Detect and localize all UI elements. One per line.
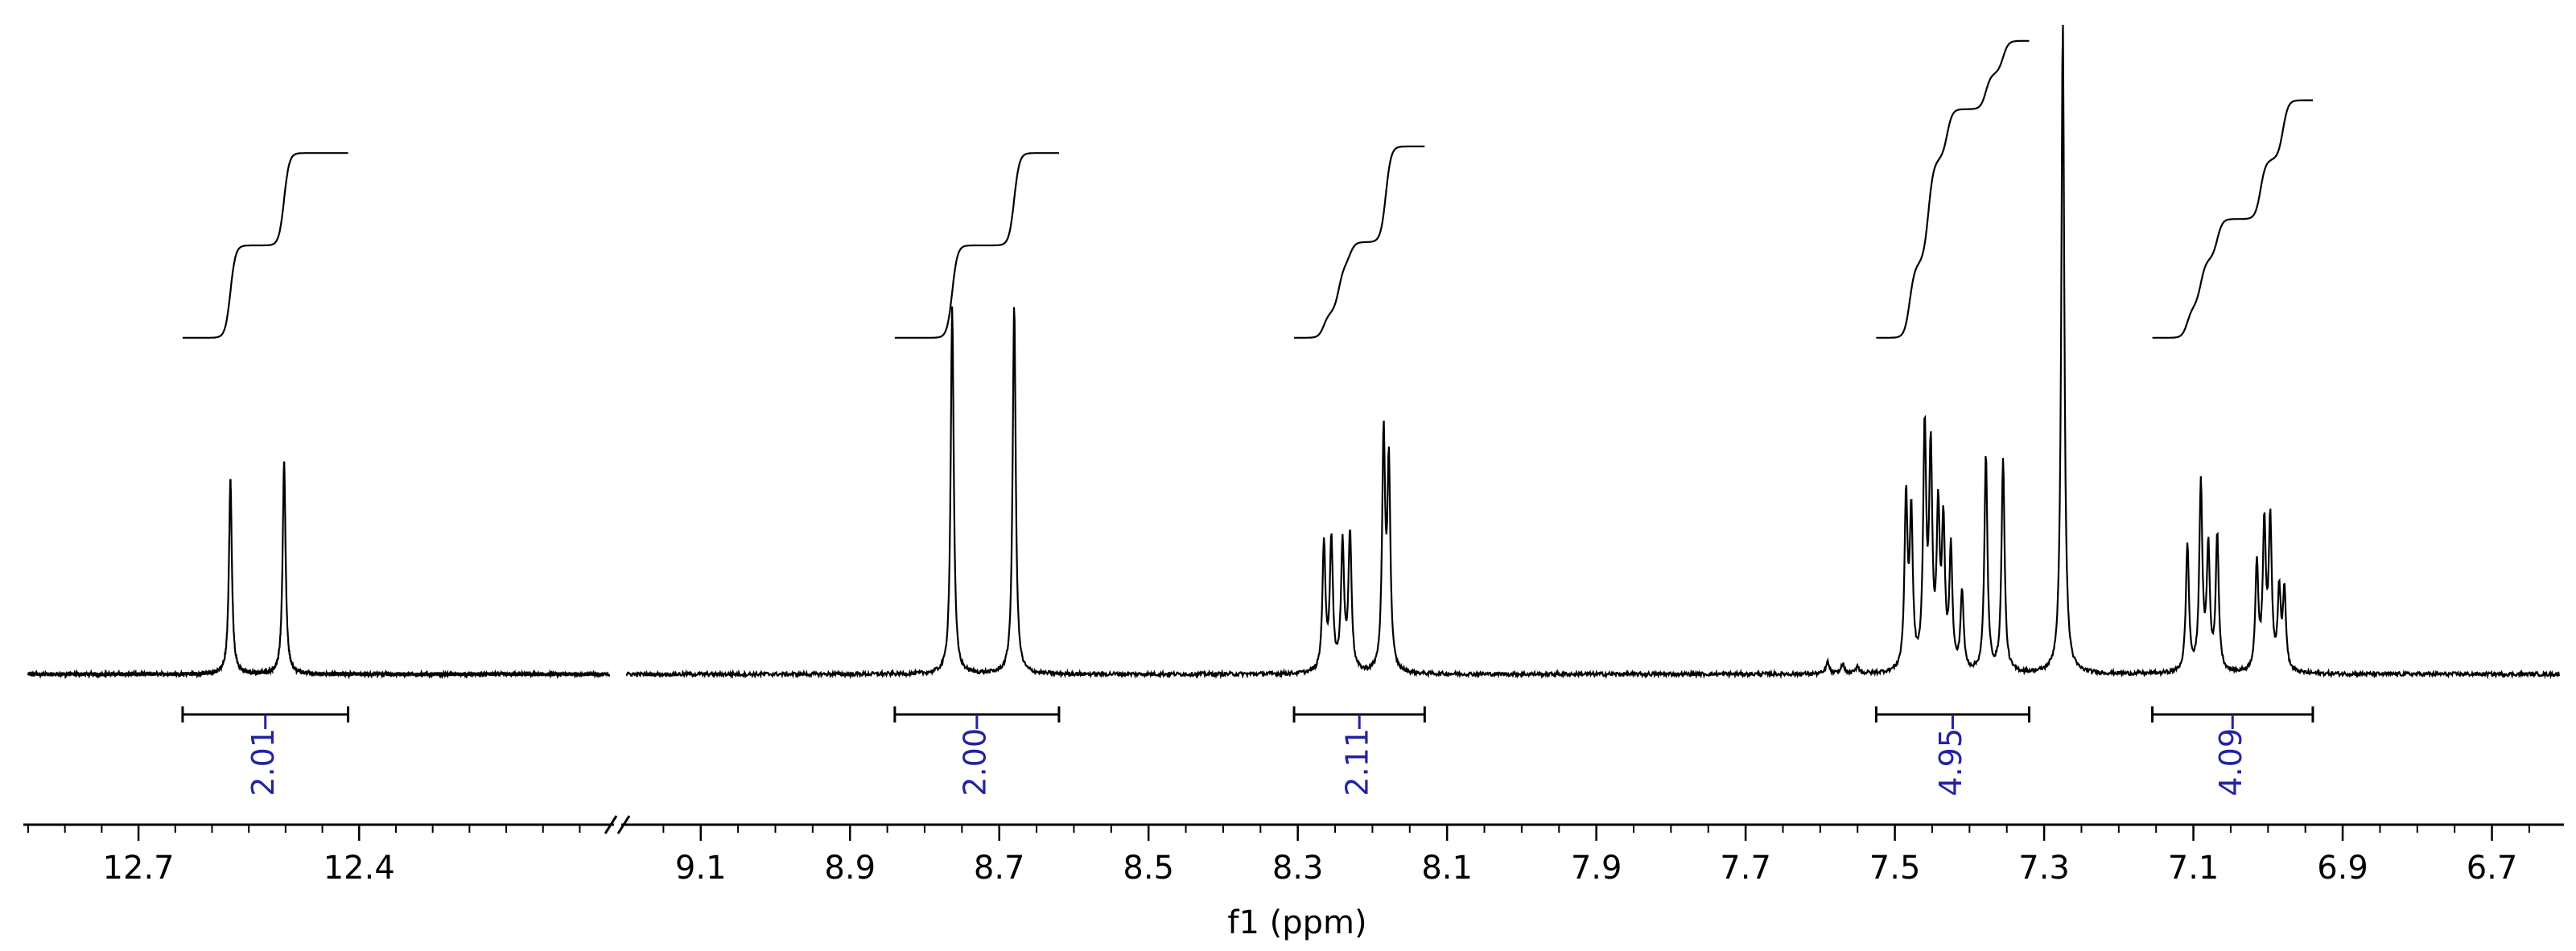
integral-value-label: 2.01 [245, 728, 281, 797]
integral-value-label: 4.09 [2213, 728, 2248, 797]
x-axis-tick-label: 7.7 [1720, 850, 1771, 887]
integral-curve [894, 152, 1059, 339]
x-axis-tick-label: 7.1 [2168, 850, 2219, 887]
integral-value-label: 2.00 [957, 728, 992, 797]
x-axis-title: f1 (ppm) [1227, 904, 1366, 941]
x-axis-tick-label: 8.1 [1421, 850, 1473, 887]
x-axis-tick-label: 7.5 [1869, 850, 1921, 887]
x-axis-tick-label: 6.9 [2317, 850, 2368, 887]
x-axis-tick-label: 8.7 [974, 850, 1025, 887]
x-axis-tick-label: 8.5 [1123, 850, 1174, 887]
x-axis-tick-label: 12.4 [324, 850, 395, 887]
x-axis-tick-label: 7.3 [2018, 850, 2070, 887]
x-axis-tick-label: 7.9 [1571, 850, 1622, 887]
integral-curve [182, 152, 348, 339]
spectrum-trace-segment-2 [625, 24, 2561, 680]
axis-break-mark [604, 815, 618, 834]
x-axis-tick-label: 8.9 [824, 850, 876, 887]
x-axis: 12.7 12.4 9.1 8.9 8.7 8.5 8.3 8.1 7.9 7.7 7.5 7.3 7.… [23, 815, 2564, 887]
x-axis-tick-label: 8.3 [1272, 850, 1324, 887]
spectrum-trace-segment-1 [27, 461, 611, 680]
integral-value-label: 2.11 [1340, 728, 1375, 797]
axis-break-mark [616, 815, 631, 834]
integral-value-label: 4.95 [1933, 728, 1968, 797]
spectrum-layer [27, 24, 2561, 680]
x-axis-tick-label: 9.1 [675, 850, 727, 887]
integral-curve [1876, 39, 2030, 339]
integral-curve [1294, 145, 1425, 339]
integral-layer: 2.01 2.00 2.11 4.95 4.09 [181, 39, 2314, 797]
x-axis-tick-label: 6.7 [2467, 850, 2518, 887]
integral-curve [2152, 99, 2313, 339]
x-axis-tick-label: 12.7 [103, 850, 175, 887]
